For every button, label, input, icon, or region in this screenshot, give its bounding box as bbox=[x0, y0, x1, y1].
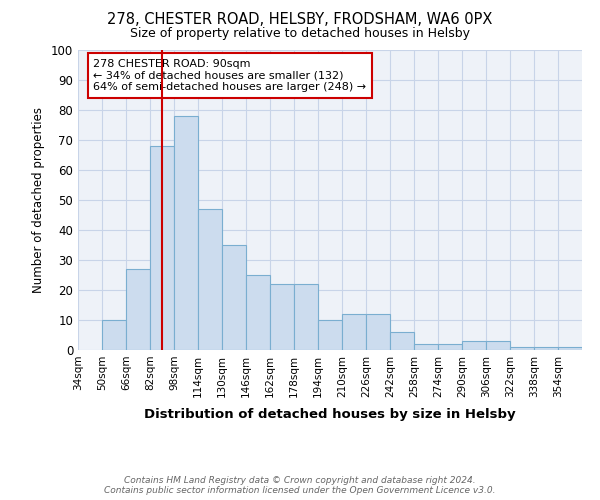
Text: Contains HM Land Registry data © Crown copyright and database right 2024.: Contains HM Land Registry data © Crown c… bbox=[124, 476, 476, 485]
Bar bbox=[486, 341, 510, 350]
Bar bbox=[270, 284, 294, 350]
Text: Size of property relative to detached houses in Helsby: Size of property relative to detached ho… bbox=[130, 28, 470, 40]
Bar bbox=[414, 344, 438, 350]
Bar bbox=[222, 245, 246, 350]
Bar bbox=[390, 332, 414, 350]
Bar bbox=[102, 320, 126, 350]
Bar bbox=[246, 275, 270, 350]
Bar bbox=[438, 344, 462, 350]
Bar bbox=[150, 146, 174, 350]
Bar bbox=[174, 116, 198, 350]
Bar bbox=[198, 209, 222, 350]
Bar bbox=[126, 269, 150, 350]
Bar bbox=[558, 347, 582, 350]
Text: 278, CHESTER ROAD, HELSBY, FRODSHAM, WA6 0PX: 278, CHESTER ROAD, HELSBY, FRODSHAM, WA6… bbox=[107, 12, 493, 28]
X-axis label: Distribution of detached houses by size in Helsby: Distribution of detached houses by size … bbox=[144, 408, 516, 421]
Bar bbox=[510, 347, 534, 350]
Text: Contains public sector information licensed under the Open Government Licence v3: Contains public sector information licen… bbox=[104, 486, 496, 495]
Bar bbox=[534, 347, 558, 350]
Bar bbox=[318, 320, 342, 350]
Bar bbox=[294, 284, 318, 350]
Bar bbox=[342, 314, 366, 350]
Text: 278 CHESTER ROAD: 90sqm
← 34% of detached houses are smaller (132)
64% of semi-d: 278 CHESTER ROAD: 90sqm ← 34% of detache… bbox=[93, 59, 366, 92]
Bar bbox=[366, 314, 390, 350]
Y-axis label: Number of detached properties: Number of detached properties bbox=[32, 107, 46, 293]
Bar bbox=[462, 341, 486, 350]
